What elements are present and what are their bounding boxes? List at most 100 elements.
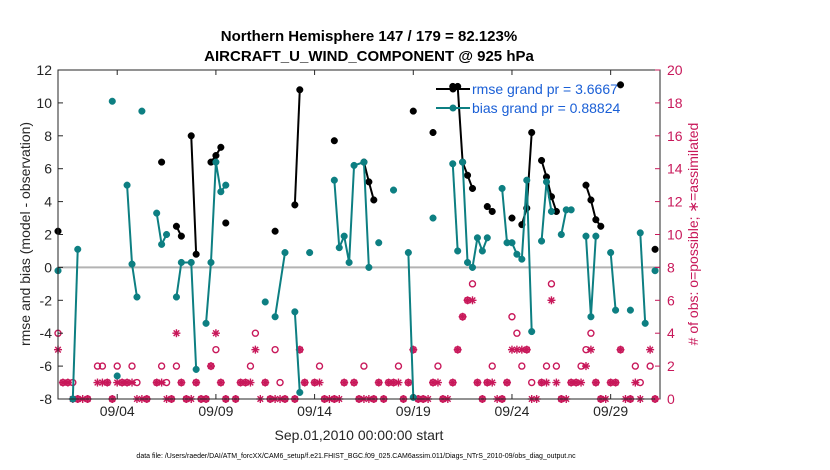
bias-point	[350, 161, 358, 169]
bias-point	[651, 267, 659, 275]
obs-assimilated-marker	[216, 378, 225, 387]
x-tick-label: 09/14	[297, 403, 332, 419]
rmse-line	[190, 135, 198, 255]
bias-point	[281, 249, 289, 257]
obs-assimilated-marker	[458, 312, 467, 321]
obs-assimilated-marker	[646, 345, 655, 354]
rmse-point	[192, 250, 200, 258]
y-right-tick-label: 0	[667, 391, 675, 407]
bias-point	[587, 313, 595, 321]
obs-assimilated-marker	[547, 296, 556, 305]
obs-assimilated-marker	[394, 378, 403, 387]
bias-point	[612, 306, 620, 314]
obs-assimilated-marker	[157, 378, 166, 387]
bias-line	[639, 232, 647, 324]
obs-possible-marker	[587, 329, 595, 337]
bias-point	[547, 207, 555, 216]
rmse-point	[468, 184, 477, 192]
rmse-point	[222, 219, 230, 227]
obs-assimilated-marker	[374, 378, 383, 387]
obs-assimilated-marker	[128, 378, 137, 387]
obs-assimilated-marker	[241, 378, 250, 387]
obs-assimilated-marker	[315, 378, 324, 387]
bias-point	[163, 230, 171, 239]
plot-area	[58, 70, 660, 399]
rmse-point	[158, 158, 166, 166]
y-axis-label: rmse and bias (model - observation)	[17, 122, 33, 346]
y-tick-label: 8	[44, 128, 52, 144]
bias-point	[207, 258, 215, 267]
obs-assimilated-marker	[453, 345, 462, 354]
rmse-point	[365, 178, 373, 186]
bias-point	[296, 388, 304, 396]
y-right-tick-label: 6	[667, 292, 675, 308]
obs-assimilated-marker	[611, 378, 620, 387]
obs-possible-marker	[513, 329, 521, 337]
bias-point	[291, 308, 299, 316]
obs-assimilated-marker	[488, 378, 497, 387]
y-tick-label: 0	[44, 259, 52, 275]
bias-point	[404, 249, 412, 257]
y-tick-label: -6	[40, 358, 53, 374]
y-axis-left: -8 -6 -4 -2 0 2 4 6 8 10 12	[36, 62, 63, 407]
bias-point	[187, 258, 195, 267]
bias-point	[123, 181, 131, 189]
y-axis-right: 0 2 4 6 8 10 12 14 16 18 20	[655, 62, 683, 407]
bias-point	[271, 313, 279, 321]
bias-point	[172, 293, 180, 301]
bias-point	[459, 158, 467, 166]
bias-point	[108, 97, 116, 105]
obs-assimilated-marker	[591, 378, 600, 387]
bias-line	[609, 252, 617, 311]
rmse-point	[177, 232, 185, 240]
x-tick-label: 09/19	[396, 403, 431, 419]
chart-subtitle: AIRCRAFT_U_WIND_COMPONENT @ 925 hPa	[204, 48, 534, 65]
rmse-point	[172, 222, 180, 230]
bias-point	[138, 107, 146, 115]
obs-assimilated-marker	[172, 329, 181, 338]
rmse-point	[291, 201, 299, 209]
y-right-tick-label: 12	[667, 194, 683, 210]
obs-possible-marker	[251, 329, 260, 337]
obs-assimilated-marker	[123, 378, 132, 387]
obs-assimilated-marker	[246, 378, 255, 387]
y-right-tick-label: 16	[667, 128, 683, 144]
x-tick-label: 09/29	[593, 403, 628, 419]
obs-possible-marker	[172, 362, 181, 370]
bias-point	[641, 319, 649, 327]
y-tick-label: -8	[40, 391, 53, 407]
bias-point	[133, 293, 141, 301]
obs-assimilated-marker	[300, 378, 309, 387]
obs-assimilated-marker	[177, 378, 186, 387]
obs-possible-marker	[93, 362, 102, 370]
y-tick-label: 4	[44, 194, 52, 210]
rmse-line	[293, 89, 301, 205]
rmse-point	[538, 156, 546, 165]
bias-point	[222, 181, 230, 189]
rmse-point	[217, 143, 225, 151]
bias-point	[360, 158, 368, 166]
bias-point	[202, 319, 210, 327]
obs-assimilated-marker	[251, 345, 260, 354]
obs-assimilated-marker	[473, 378, 482, 387]
bias-point	[464, 258, 472, 267]
obs-possible-marker	[394, 362, 403, 370]
x-tick-label: 09/09	[198, 403, 233, 419]
rmse-point	[528, 128, 536, 137]
obs-assimilated-marker	[206, 362, 215, 371]
obs-counts	[54, 280, 660, 403]
obs-assimilated-marker	[103, 378, 112, 387]
obs-assimilated-marker	[448, 378, 457, 387]
bias-point	[128, 260, 136, 268]
rmse-point	[429, 128, 437, 137]
obs-assimilated-marker	[192, 378, 201, 387]
rmse-point	[616, 81, 625, 89]
obs-assimilated-marker	[512, 345, 521, 354]
bias-point	[607, 249, 615, 257]
bias-point	[626, 306, 634, 314]
chart-title: Northern Hemisphere 147 / 179 = 82.123%	[221, 28, 517, 45]
obs-assimilated-marker	[433, 378, 442, 387]
y-right-tick-label: 8	[667, 259, 675, 275]
rmse-point	[409, 107, 417, 115]
rmse-point	[508, 214, 516, 222]
